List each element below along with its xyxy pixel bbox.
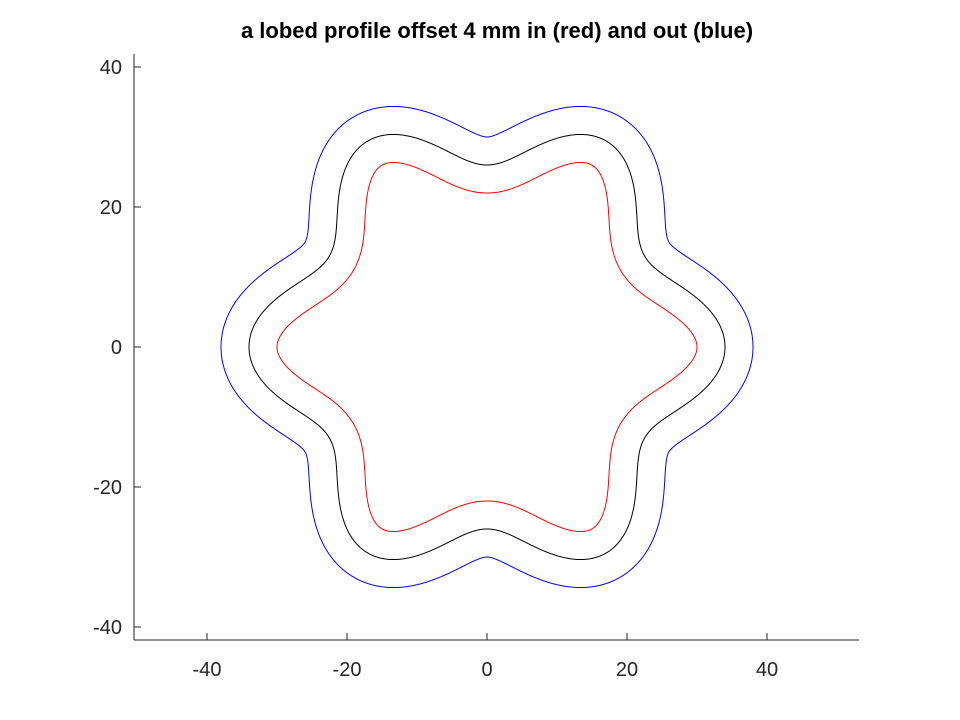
x-tick-label: -40 — [193, 659, 222, 681]
plot-area — [220, 105, 754, 589]
series-line — [248, 133, 726, 561]
series-line — [276, 161, 698, 533]
axes: -40 -20 0 20 40 -40 -20 0 20 40 — [93, 54, 859, 681]
y-tick-label: -40 — [93, 617, 122, 639]
series-line — [220, 105, 754, 589]
y-tick-label: 40 — [100, 57, 122, 79]
x-tick-label: 40 — [756, 659, 778, 681]
y-tick-label: 20 — [100, 197, 122, 219]
y-tick-label: 0 — [111, 337, 122, 359]
y-tick-label: -20 — [93, 477, 122, 499]
chart-title: a lobed profile offset 4 mm in (red) and… — [241, 18, 753, 43]
x-tick-label: 0 — [481, 659, 492, 681]
x-tick-label: -20 — [333, 659, 362, 681]
x-tick-label: 20 — [616, 659, 638, 681]
